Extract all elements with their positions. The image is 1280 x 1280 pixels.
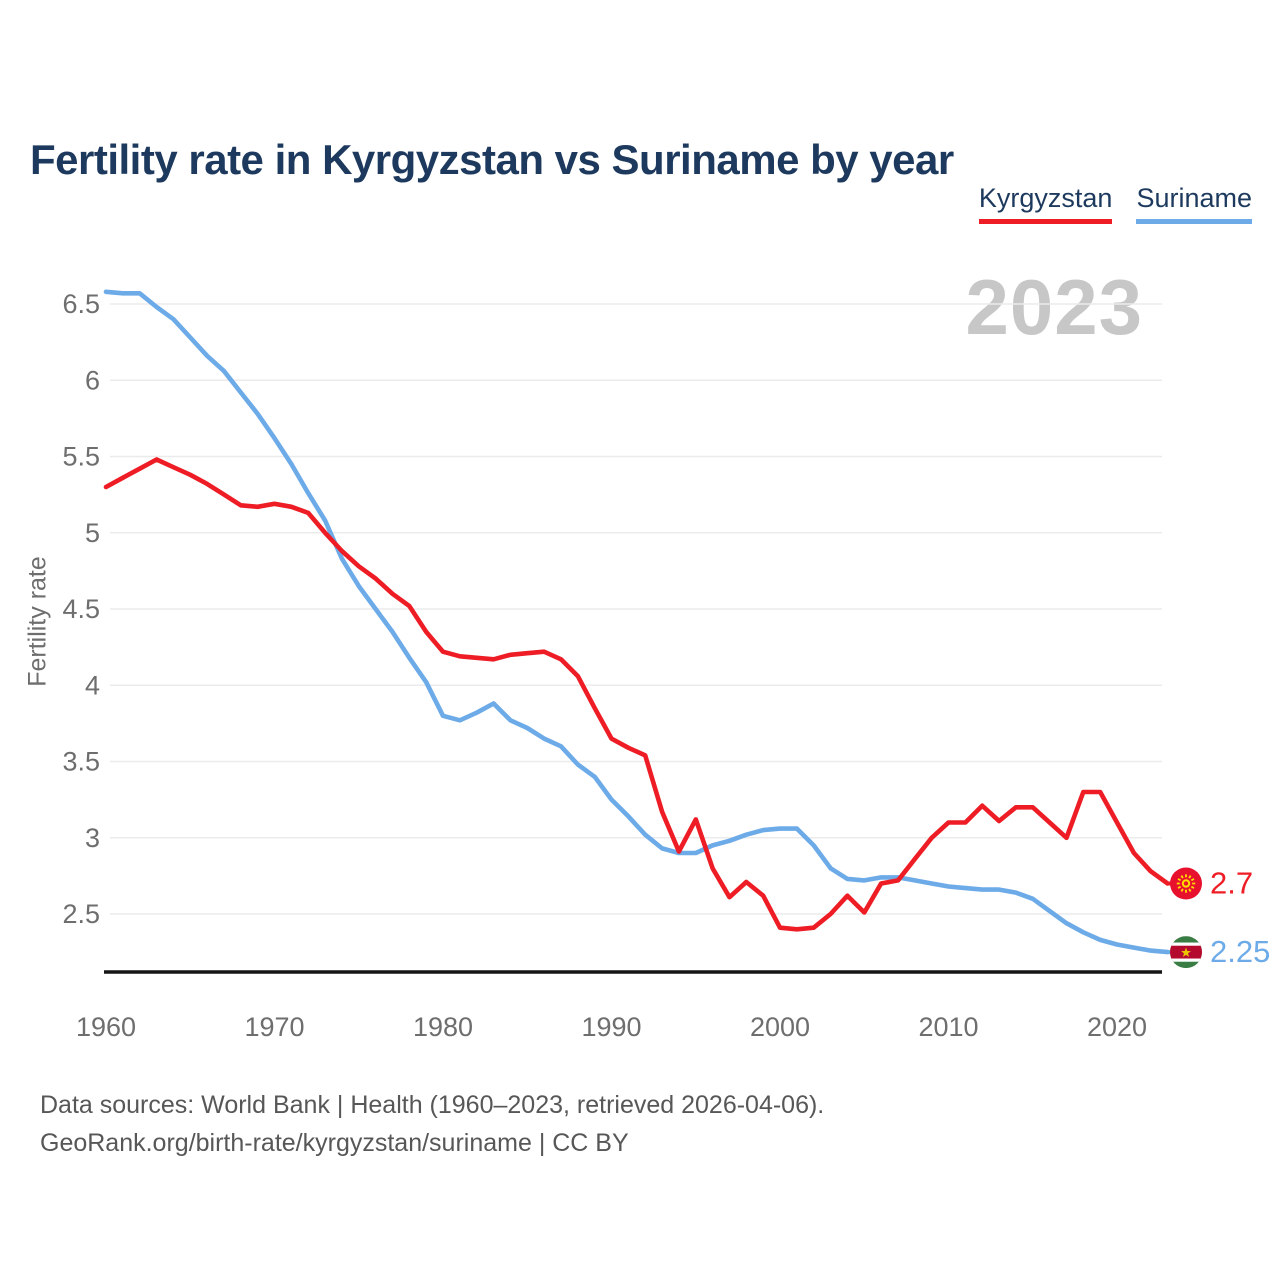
footer-source-line: Data sources: World Bank | Health (1960–…: [40, 1091, 825, 1119]
legend: Kyrgyzstan Suriname: [978, 183, 1252, 224]
x-tick-label-2010: 2010: [918, 1012, 978, 1042]
x-tick-label-2000: 2000: [750, 1012, 810, 1042]
page-title: Fertility rate in Kyrgyzstan vs Suriname…: [30, 136, 954, 184]
series-line-kyrgyzstan: [103, 457, 1170, 932]
footer: Data sources: World Bank | Health (1960–…: [40, 1086, 824, 1162]
x-tick-label-1960: 1960: [76, 1012, 136, 1042]
legend-label-kyrgyzstan: Kyrgyzstan: [978, 183, 1113, 213]
y-tick-label-3.5: 3.5: [62, 747, 100, 777]
y-tick-label-6.5: 6.5: [62, 289, 100, 319]
x-tick-label-1980: 1980: [413, 1012, 473, 1042]
legend-color-bar-suriname: [1136, 219, 1252, 224]
y-tick-label-5.5: 5.5: [62, 442, 100, 472]
end-value-label-kyrgyzstan: 2.7: [1210, 866, 1253, 901]
series-line-suriname: [103, 289, 1170, 955]
legend-label-suriname: Suriname: [1136, 183, 1252, 213]
kyrgyzstan-flag-icon: [1170, 867, 1202, 900]
y-tick-label-4.5: 4.5: [62, 594, 100, 624]
footer-link-line[interactable]: GeoRank.org/birth-rate/kyrgyzstan/surina…: [40, 1129, 629, 1157]
x-tick-label-1970: 1970: [244, 1012, 304, 1042]
y-tick-label-4: 4: [85, 670, 100, 700]
legend-item-kyrgyzstan[interactable]: Kyrgyzstan: [978, 183, 1113, 224]
suriname-flag-icon: [1170, 936, 1202, 969]
x-tick-label-2020: 2020: [1087, 1012, 1147, 1042]
x-tick-label-1990: 1990: [581, 1012, 641, 1042]
y-tick-label-5: 5: [85, 518, 100, 548]
legend-color-bar-kyrgyzstan: [978, 219, 1113, 224]
y-tick-label-2.5: 2.5: [62, 899, 100, 929]
year-watermark: 2023: [965, 263, 1143, 351]
y-tick-label-3: 3: [85, 823, 100, 853]
end-value-label-suriname: 2.25: [1210, 934, 1270, 969]
y-tick-label-6: 6: [85, 365, 100, 395]
legend-item-suriname[interactable]: Suriname: [1136, 183, 1252, 224]
